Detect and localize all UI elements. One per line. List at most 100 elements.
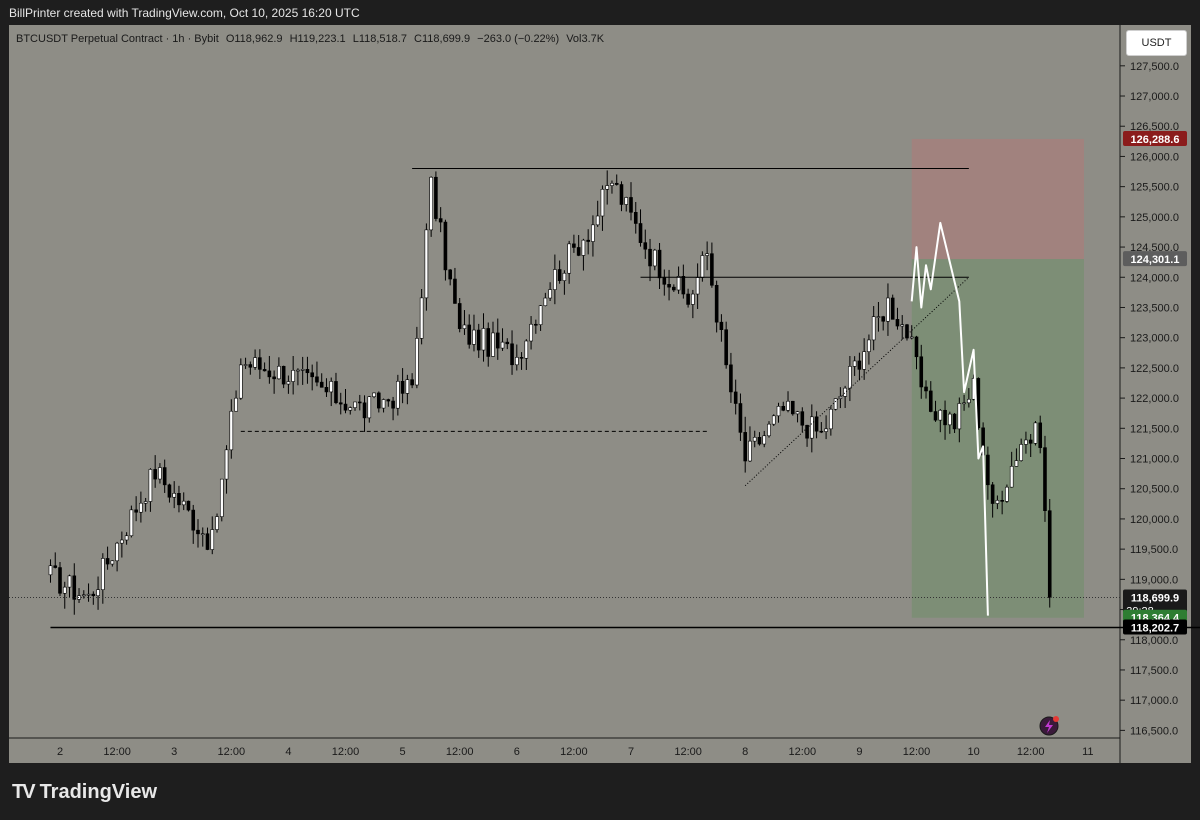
candle-body [557, 269, 562, 281]
candle-body [391, 400, 395, 409]
candle-body [348, 407, 353, 411]
candle-body [643, 242, 648, 250]
candle-body [553, 269, 557, 290]
symbol-info-bar: BTCUSDT Perpetual Contract · 1h · Bybit … [16, 33, 608, 45]
alert-dot [1053, 716, 1059, 722]
candle-body [153, 469, 157, 480]
y-tick-label: 126,000.0 [1130, 151, 1179, 163]
stop-loss-zone [911, 138, 1084, 260]
candle-body [300, 369, 305, 371]
tradingview-logo-icon: TV [12, 781, 36, 803]
candle-body [819, 430, 824, 433]
candle-body [995, 499, 1000, 504]
candle-body [334, 381, 338, 404]
y-tick-label: 121,000.0 [1130, 454, 1179, 466]
candle-body [648, 248, 652, 267]
candle-body [919, 356, 924, 388]
x-tick-label: 12:00 [103, 746, 131, 758]
candle-body [134, 509, 138, 513]
candle-body [324, 387, 329, 393]
candle-body [586, 239, 590, 242]
candle-body [234, 397, 238, 412]
candle-body [200, 533, 205, 536]
candle-body [53, 565, 58, 568]
candle-body [410, 379, 414, 386]
candle-body [186, 500, 191, 511]
candle-body [367, 396, 372, 419]
candle-body [305, 369, 310, 374]
candle-body [514, 357, 519, 366]
candle-body [272, 376, 276, 380]
candle-body [224, 449, 229, 480]
candle-body [291, 370, 295, 382]
candle-body [286, 381, 291, 385]
price-label-level: 118,202.7 [1131, 623, 1179, 635]
candle-body [462, 324, 467, 329]
projection-path [910, 221, 989, 616]
candle-body [310, 372, 314, 378]
candle-body [871, 316, 876, 341]
candle-body [676, 276, 681, 291]
candle-body [619, 184, 624, 205]
candle-body [924, 386, 928, 392]
candle-body [158, 467, 162, 480]
candle-body [124, 535, 129, 541]
candle-body [852, 360, 857, 367]
candle-body [415, 338, 419, 386]
x-tick-label: 8 [742, 746, 748, 758]
candle-body [895, 319, 900, 327]
candle-body [481, 328, 486, 351]
candle-body [381, 399, 386, 409]
candle-body [595, 215, 600, 226]
y-tick-label: 124,500.0 [1130, 242, 1179, 254]
candle-body [967, 398, 971, 404]
x-tick-label: 12:00 [903, 746, 931, 758]
currency-button[interactable]: USDT [1126, 30, 1187, 56]
candle-body [672, 286, 676, 291]
candle-body [800, 411, 805, 426]
x-tick-label: 6 [514, 746, 520, 758]
candle-body [624, 197, 629, 205]
candle-body [1014, 460, 1019, 467]
candle-body [67, 575, 72, 588]
candle-body [429, 176, 433, 231]
candle-body [600, 188, 605, 217]
candle-body [476, 329, 481, 351]
y-tick-label: 127,500.0 [1130, 61, 1179, 73]
candle-body [258, 357, 262, 370]
candle-body [562, 272, 567, 281]
candle-body [495, 332, 500, 349]
x-tick-label: 12:00 [332, 746, 360, 758]
candle-body [695, 277, 700, 295]
candle-body [386, 399, 391, 402]
x-tick-label: 7 [628, 746, 634, 758]
candle-body [101, 558, 105, 590]
candle-body [724, 329, 728, 366]
candle-body [767, 423, 771, 437]
candle-body [748, 440, 752, 462]
candle-body [710, 253, 714, 286]
candle-body [943, 409, 947, 426]
price-label-stop: 126,288.6 [1131, 134, 1180, 146]
candle-body [81, 594, 86, 597]
candle-body [62, 586, 67, 594]
volume: Vol3.7K [566, 33, 605, 45]
x-tick-label: 12:00 [789, 746, 817, 758]
candle-body [196, 529, 200, 535]
price-label-entry: 124,301.1 [1131, 254, 1180, 266]
x-tick-label: 12:00 [674, 746, 702, 758]
candle-body [952, 413, 957, 430]
candle-body [253, 357, 257, 368]
candle-body [733, 391, 738, 404]
candle-body [1000, 499, 1004, 502]
x-tick-label: 3 [171, 746, 177, 758]
candle-body [762, 435, 767, 445]
x-tick-label: 12:00 [218, 746, 246, 758]
symbol-name[interactable]: BTCUSDT Perpetual Contract · 1h · Bybit [16, 33, 219, 45]
candle-body [576, 247, 581, 256]
y-tick-label: 120,000.0 [1130, 514, 1179, 526]
candle-body [172, 493, 176, 498]
candle-body [453, 278, 457, 304]
y-tick-label: 123,500.0 [1130, 302, 1179, 314]
